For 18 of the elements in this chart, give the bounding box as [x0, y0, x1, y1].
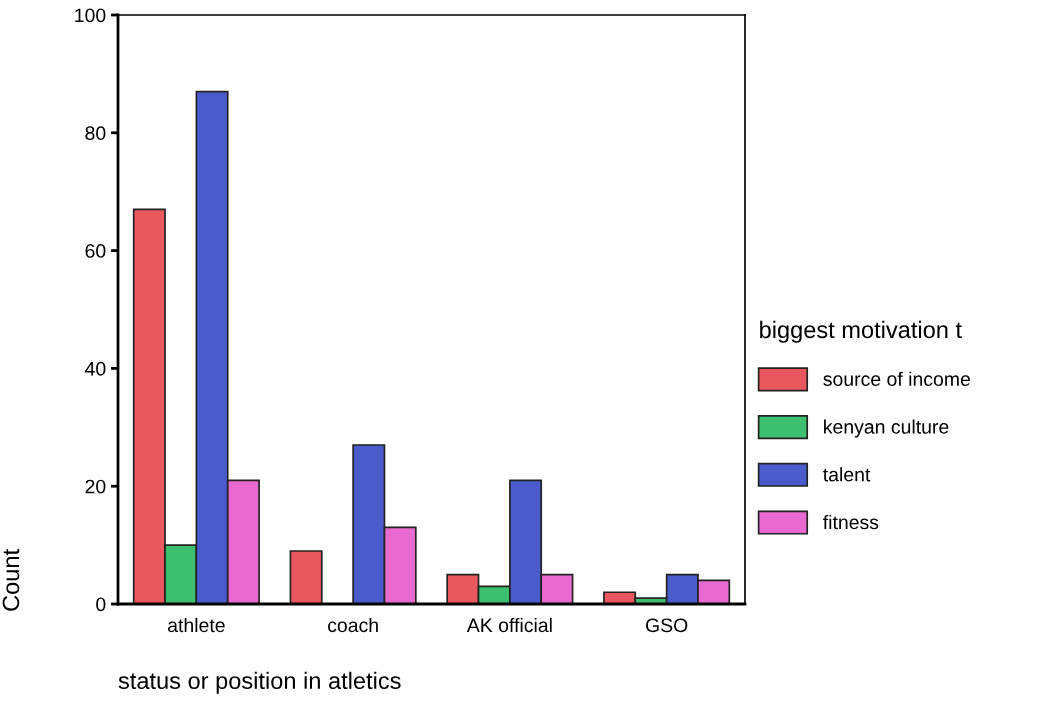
y-tick-label: 100 — [75, 8, 106, 23]
legend-label: talent — [823, 467, 871, 482]
y-tick-label: 20 — [85, 479, 106, 494]
x-tick-label: AK official — [466, 617, 552, 633]
y-axis-title: Count — [2, 549, 20, 611]
legend-title: biggest motivation t — [760, 320, 962, 343]
y-tick-label: 40 — [85, 361, 106, 376]
y-tick-label: 60 — [85, 244, 106, 258]
x-tick-label: coach — [328, 617, 378, 633]
legend-label: source of income — [823, 371, 970, 386]
bar — [289, 550, 323, 604]
y-tick-label: 80 — [85, 126, 106, 141]
legend-label: fitness — [823, 514, 879, 530]
y-tick-label: 0 — [96, 597, 106, 612]
x-tick-label: athlete — [168, 617, 225, 633]
legend-label: kenyan culture — [824, 419, 949, 438]
x-tick-label: GSO — [645, 618, 688, 633]
x-axis-title: status or position in atletics — [118, 671, 401, 694]
